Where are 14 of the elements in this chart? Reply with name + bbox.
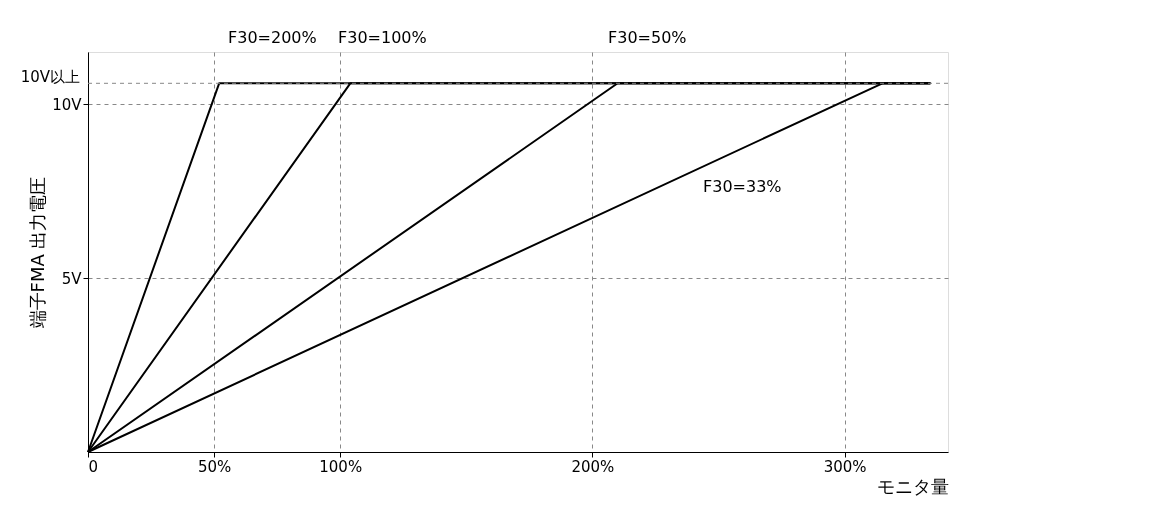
- y-axis-title: 端子FMA 出力電圧: [27, 176, 49, 329]
- x-tick-label: 0: [88, 457, 99, 476]
- x-tick-label: 50%: [197, 457, 232, 476]
- y-tick-label: 10V: [52, 95, 83, 114]
- x-tick-label: 100%: [319, 457, 363, 476]
- text: F30=200%: [228, 28, 317, 47]
- annotation: F30=33%: [703, 177, 782, 196]
- x-tick-label: 200%: [571, 457, 615, 476]
- x-tick-label: 300%: [823, 457, 867, 476]
- x-axis-title: モニタ量: [876, 475, 949, 497]
- text: F30=50%: [608, 28, 687, 47]
- ref-line-label: 10V以上: [20, 68, 80, 87]
- y-tick-label: 5V: [61, 269, 83, 288]
- text: F30=100%: [338, 28, 427, 47]
